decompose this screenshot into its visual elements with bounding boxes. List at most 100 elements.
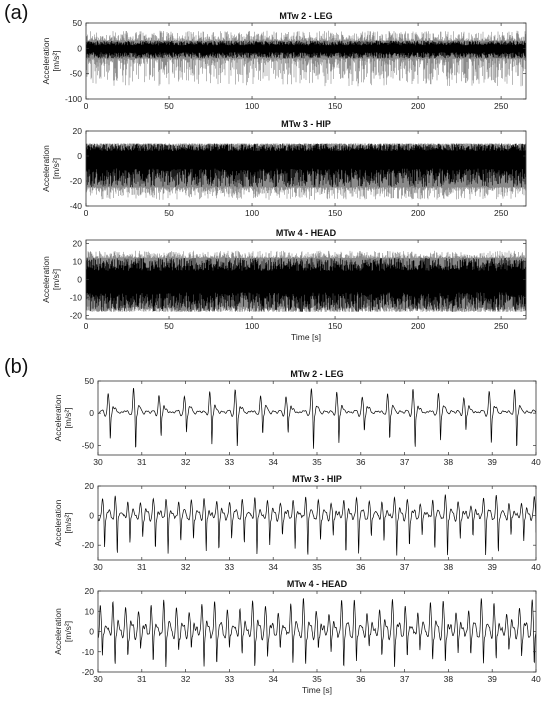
panel-label-b: (b) [4,356,29,378]
y-tick-label: -10 [70,292,83,302]
chart-title: MTw 2 - LEG [290,369,343,379]
x-tick-label: 200 [411,321,425,331]
x-tick-label: 32 [181,457,191,467]
x-tick-label: 30 [93,562,103,572]
y-tick-label: -20 [82,540,95,550]
plot-frame [97,485,537,561]
series-black-trace [86,143,526,188]
x-tick-label: 150 [328,101,342,111]
x-tick-label: 40 [531,457,541,467]
series-black-trace [86,40,526,59]
y-tick-label: -50 [70,69,83,79]
series-group [86,250,526,312]
x-tick-label: 31 [137,457,147,467]
x-tick-label: 33 [225,457,235,467]
x-tick-label: 37 [400,674,410,684]
series-trace [98,598,536,668]
y-tick-label: -40 [70,201,83,211]
y-axis-label: Acceleration[m/s²] [53,608,73,655]
y-axis-label: Acceleration[m/s²] [53,394,73,441]
y-tick-label: -20 [82,667,95,677]
series-group [86,143,526,200]
chart-5: MTw 3 - HIP 30 31 32 33 34 35 36 37 38 39 40 -20 0 20 A… [53,474,541,572]
y-tick-label: 10 [73,257,83,267]
y-tick-label: 0 [89,511,94,521]
x-tick-label: 40 [531,674,541,684]
x-tick-label: 30 [93,674,103,684]
x-tick-label: 35 [312,674,322,684]
x-tick-label: 0 [84,101,89,111]
y-tick-label: 0 [77,151,82,161]
chart-1: MTw 2 - LEG 0 50 100 150 200 250 -100 -50 0 50 Acce… [41,11,527,111]
x-tick-label: 250 [494,101,508,111]
x-tick-label: 39 [487,562,497,572]
y-tick-label: -20 [70,176,83,186]
x-axis-label: Time [s] [302,685,332,695]
chart-title: MTw 3 - HIP [292,474,342,484]
x-tick-label: 31 [137,674,147,684]
chart-title: MTw 4 - HEAD [287,579,348,589]
x-tick-label: 33 [225,562,235,572]
x-tick-label: 32 [181,562,191,572]
y-axis-label: Acceleration[m/s²] [41,37,61,84]
series-trace [98,494,536,556]
y-tick-label: 0 [89,627,94,637]
x-tick-label: 150 [328,208,342,218]
y-tick-label: 50 [85,376,95,386]
x-tick-label: 34 [268,457,278,467]
x-tick-label: 100 [245,321,259,331]
plot-frame [85,130,527,207]
x-tick-label: 100 [245,208,259,218]
y-axis-label: Acceleration[m/s²] [41,256,61,303]
x-tick-label: 250 [494,321,508,331]
x-tick-label: 150 [328,321,342,331]
x-tick-label: 0 [84,208,89,218]
series-black-trace [86,258,526,312]
series-gray-trace [86,30,526,87]
x-tick-label: 100 [245,101,259,111]
x-tick-label: 250 [494,208,508,218]
x-tick-label: 40 [531,562,541,572]
x-tick-label: 30 [93,457,103,467]
x-tick-label: 200 [411,208,425,218]
y-tick-label: -10 [82,647,95,657]
x-tick-label: 38 [444,457,454,467]
chart-2: MTw 3 - HIP 0 50 100 150 200 250 -40 -20 0 20 Accel… [41,119,527,218]
chart-title: MTw 2 - LEG [279,11,332,21]
series-group [98,494,536,556]
y-tick-label: 0 [89,408,94,418]
y-tick-label: 50 [73,18,83,28]
y-tick-label: 20 [73,239,83,249]
x-tick-label: 50 [164,321,174,331]
x-tick-label: 33 [225,674,235,684]
x-tick-label: 36 [356,674,366,684]
series-group [86,30,526,87]
x-tick-label: 39 [487,674,497,684]
x-tick-label: 36 [356,457,366,467]
y-tick-label: -100 [65,94,82,104]
x-tick-label: 35 [312,562,322,572]
y-axis-label: Acceleration[m/s²] [41,145,61,192]
x-tick-label: 34 [268,674,278,684]
x-tick-label: 37 [400,562,410,572]
plot-frame [97,380,537,456]
x-tick-label: 37 [400,457,410,467]
y-tick-label: 20 [73,126,83,136]
chart-6: MTw 4 - HEAD 30 31 32 33 34 35 36 37 38 39 40 -20 -10… [53,579,541,695]
x-tick-label: 34 [268,562,278,572]
chart-title: MTw 4 - HEAD [276,228,337,238]
series-group [98,387,536,449]
plot-frame [85,22,527,100]
x-tick-label: 38 [444,674,454,684]
chart-3: MTw 4 - HEAD 0 50 100 150 200 250 -20 -10 0 10 20 Ac… [41,228,527,342]
series-group [98,598,536,668]
y-tick-label: -20 [70,310,83,320]
x-tick-label: 50 [164,101,174,111]
y-tick-label: 20 [85,586,95,596]
x-tick-label: 36 [356,562,366,572]
chart-4: MTw 2 - LEG 30 31 32 33 34 35 36 37 38 39 40 -50 0 50 A… [53,369,541,467]
x-tick-label: 35 [312,457,322,467]
x-tick-label: 38 [444,562,454,572]
